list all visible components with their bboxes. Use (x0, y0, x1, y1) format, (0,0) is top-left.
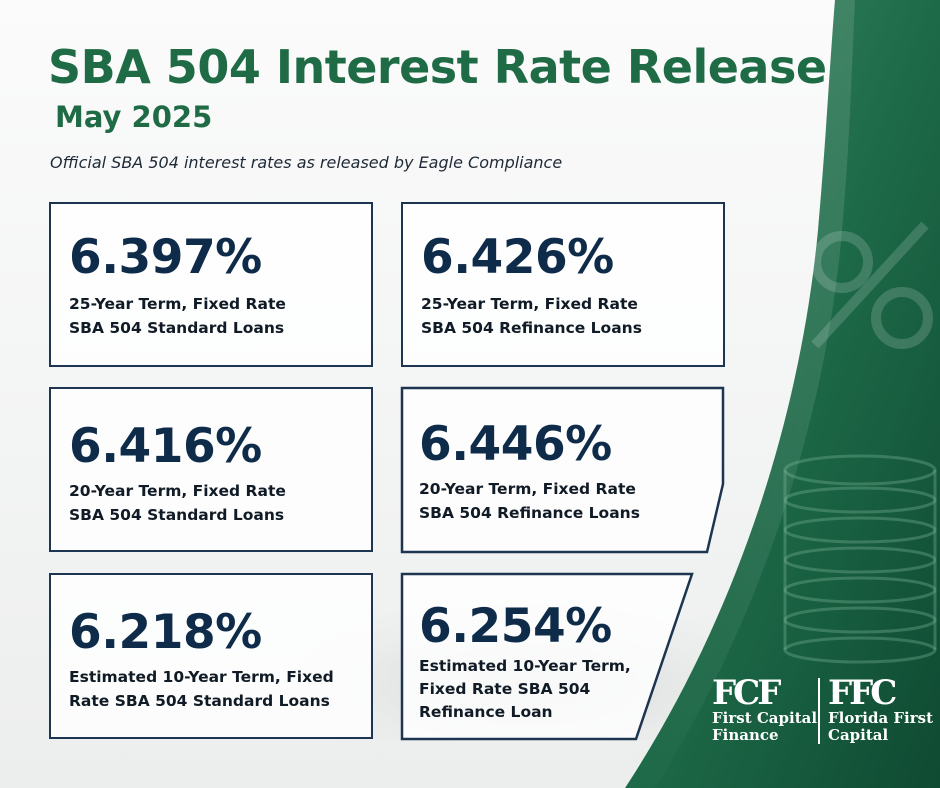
rate-value: 6.254% (419, 599, 612, 654)
rate-card-25yr-refinance: 6.426% 25-Year Term, Fixed Rate SBA 504 … (401, 202, 725, 367)
rate-value: 6.218% (69, 605, 262, 660)
logo-divider (818, 678, 820, 744)
rate-description-line: SBA 504 Refinance Loans (421, 319, 642, 337)
rate-description-line: Fixed Rate SBA 504 (419, 680, 591, 698)
rate-card-10yr-refinance: 6.254% Estimated 10-Year Term, Fixed Rat… (401, 573, 691, 739)
rate-description: 20-Year Term, Fixed Rate SBA 504 Standar… (69, 479, 286, 527)
fcf-logo-mark: FCF (712, 673, 781, 713)
rate-description: Estimated 10-Year Term, Fixed Rate SBA 5… (419, 655, 631, 724)
fcf-logo-name: First Capital Finance (712, 710, 817, 744)
rate-value: 6.397% (69, 230, 262, 285)
page-title: SBA 504 Interest Rate Release (48, 40, 827, 94)
rate-description-line: 20-Year Term, Fixed Rate (419, 480, 636, 498)
ffc-name-line: Capital (828, 726, 889, 744)
rate-card-25yr-standard: 6.397% 25-Year Term, Fixed Rate SBA 504 … (49, 202, 373, 367)
rate-description: 25-Year Term, Fixed Rate SBA 504 Refinan… (421, 292, 642, 340)
first-capital-finance-logo: FCF First Capital Finance (712, 676, 817, 744)
rate-card-10yr-standard: 6.218% Estimated 10-Year Term, Fixed Rat… (49, 573, 373, 739)
rate-description-line: 20-Year Term, Fixed Rate (69, 482, 286, 500)
rate-card-20yr-refinance: 6.446% 20-Year Term, Fixed Rate SBA 504 … (401, 387, 725, 552)
rate-value: 6.416% (69, 419, 262, 474)
rate-description-line: 25-Year Term, Fixed Rate (69, 295, 286, 313)
florida-first-capital-logo: FFC Florida First Capital (828, 676, 933, 744)
percent-watermark-icon (811, 221, 933, 349)
rate-description-line: Refinance Loan (419, 703, 553, 721)
rate-description: Estimated 10-Year Term, Fixed Rate SBA 5… (69, 665, 334, 713)
rate-description-line: Estimated 10-Year Term, Fixed (69, 668, 334, 686)
tagline: Official SBA 504 interest rates as relea… (50, 153, 563, 172)
coin-stack-icon (783, 454, 937, 664)
ffc-name-line: Florida First (828, 709, 934, 727)
rate-description: 25-Year Term, Fixed Rate SBA 504 Standar… (69, 292, 286, 340)
rate-value: 6.426% (421, 230, 614, 285)
rate-card-20yr-refinance-frame (400, 386, 725, 554)
rate-card-10yr-refinance-frame (400, 572, 694, 741)
rate-description-line: SBA 504 Refinance Loans (419, 504, 640, 522)
rate-description-line: SBA 504 Standard Loans (69, 506, 285, 524)
rate-value: 6.446% (419, 417, 612, 472)
rate-description-line: Estimated 10-Year Term, (419, 657, 631, 675)
ffc-logo-name: Florida First Capital (828, 710, 933, 744)
rate-card-20yr-standard: 6.416% 20-Year Term, Fixed Rate SBA 504 … (49, 387, 373, 552)
ffc-logo-mark: FFC (828, 673, 897, 713)
fcf-name-line: Finance (712, 726, 779, 744)
fcf-name-line: First Capital (712, 709, 818, 727)
rate-description-line: 25-Year Term, Fixed Rate (421, 295, 638, 313)
rate-description-line: Rate SBA 504 Standard Loans (69, 692, 330, 710)
rate-description-line: SBA 504 Standard Loans (69, 319, 285, 337)
rate-description: 20-Year Term, Fixed Rate SBA 504 Refinan… (419, 477, 640, 525)
page-subtitle: May 2025 (55, 100, 213, 134)
